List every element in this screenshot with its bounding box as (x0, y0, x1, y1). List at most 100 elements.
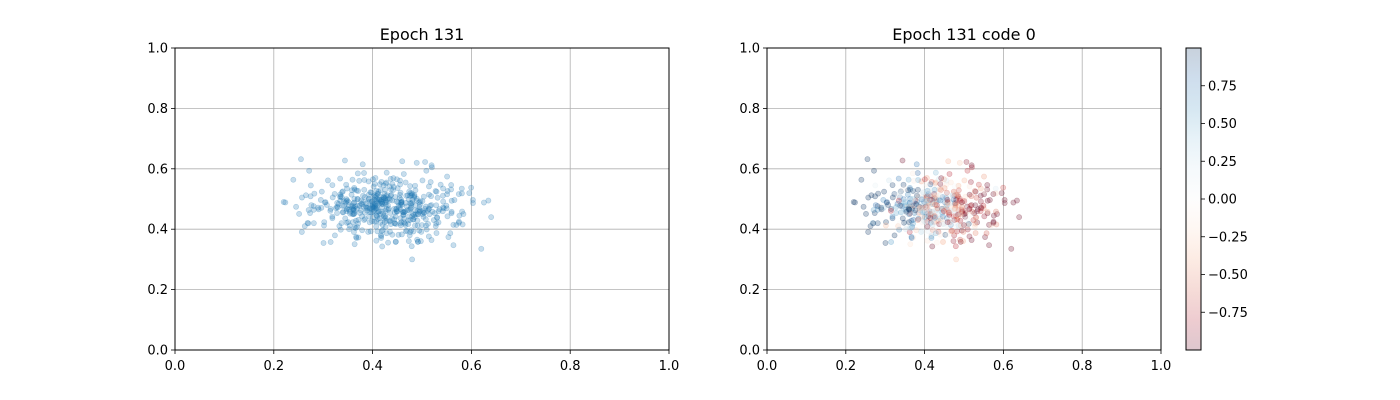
scatter-point (382, 208, 389, 214)
scatter-point (962, 213, 969, 220)
scatter-point (397, 177, 403, 184)
scatter-point (280, 199, 287, 205)
scatter-point (304, 220, 311, 226)
scatter-point (929, 243, 936, 250)
scatter-point (938, 216, 945, 223)
scatter-point (416, 204, 423, 210)
scatter-point (870, 207, 877, 213)
scatter-point (360, 192, 366, 199)
scatter-point (381, 195, 388, 202)
scatter-point (903, 210, 910, 217)
scatter-point (401, 219, 407, 226)
scatter-point (924, 237, 931, 244)
scatter-point (478, 245, 485, 252)
scatter-point (382, 213, 389, 219)
scatter-point (378, 198, 385, 205)
scatter-point (400, 212, 407, 219)
scatter-point (884, 199, 890, 205)
scatter-point (391, 205, 398, 212)
scatter-point (926, 208, 933, 215)
scatter-point (392, 194, 399, 200)
scatter-point (910, 220, 916, 227)
scatter-point (397, 215, 404, 222)
scatter-point (957, 211, 964, 218)
scatter-point (889, 194, 896, 201)
colorbar-tick-label: 0.25 (1208, 155, 1237, 170)
scatter-point (871, 210, 878, 216)
scatter-point (436, 206, 443, 213)
scatter-point (356, 210, 363, 216)
scatter-point (1008, 245, 1015, 252)
scatter-point (329, 182, 336, 188)
scatter-point (365, 191, 372, 198)
scatter-point (371, 205, 377, 211)
scatter-point (394, 185, 401, 192)
scatter-point (918, 191, 925, 198)
scatter-point (290, 176, 297, 183)
y-tick-label: 1.0 (739, 42, 760, 57)
scatter-point (952, 200, 959, 207)
scatter-point (400, 171, 407, 177)
scatter-point (408, 243, 415, 250)
scatter-point (411, 193, 418, 200)
scatter-point (397, 189, 404, 196)
scatter-point (883, 199, 890, 206)
scatter-point (933, 202, 940, 209)
scatter-point (941, 176, 947, 183)
scatter-point (383, 206, 390, 212)
scatter-point (977, 208, 984, 215)
scatter-point (338, 220, 345, 227)
scatter-point (935, 228, 942, 235)
scatter-point (350, 205, 357, 211)
scatter-point (358, 197, 365, 204)
y-tick-label: 0.0 (147, 344, 168, 359)
scatter-point (406, 213, 413, 220)
scatter-point (353, 187, 360, 194)
scatter-point (966, 205, 973, 212)
scatter-point (965, 220, 972, 227)
scatter-point (948, 199, 954, 206)
scatter-point (880, 197, 887, 203)
scatter-point (893, 204, 900, 210)
scatter-point (359, 213, 365, 220)
scatter-point (966, 191, 973, 198)
scatter-point (365, 195, 372, 202)
scatter-point (375, 208, 382, 215)
scatter-point (369, 214, 376, 221)
scatter-point (351, 210, 357, 217)
scatter-point (870, 220, 877, 227)
scatter-point (932, 224, 938, 230)
chart-left: Epoch 131 0.0 0.2 0.4 0.6 0.8 1.0 0.00.20.40.… (147, 25, 679, 374)
scatter-point (902, 219, 909, 226)
scatter-point (913, 227, 920, 234)
scatter-point (411, 194, 417, 201)
scatter-point (372, 197, 379, 204)
scatter-point (906, 229, 913, 235)
scatter-point (397, 206, 404, 213)
scatter-point (405, 221, 412, 227)
scatter-point (402, 222, 409, 228)
scatter-point (951, 229, 958, 236)
scatter-point (379, 200, 386, 207)
scatter-point (440, 204, 447, 211)
scatter-point (923, 201, 930, 207)
scatter-point (978, 205, 985, 212)
scatter-point (458, 185, 465, 192)
scatter-point (369, 218, 376, 225)
scatter-point (325, 177, 331, 184)
scatter-point (387, 175, 394, 182)
scatter-point (303, 192, 309, 199)
scatter-point (345, 202, 352, 209)
scatter-point (383, 230, 390, 237)
scatter-point (984, 208, 991, 215)
scatter-point (920, 209, 927, 216)
scatter-point (372, 194, 379, 200)
scatter-point (349, 211, 356, 217)
scatter-point (419, 177, 426, 184)
scatter-point (901, 185, 908, 192)
scatter-point (407, 200, 414, 206)
scatter-point (932, 206, 939, 212)
scatter-point (983, 230, 990, 237)
colorbar-gradient (1186, 48, 1201, 350)
scatter-point (428, 237, 435, 243)
